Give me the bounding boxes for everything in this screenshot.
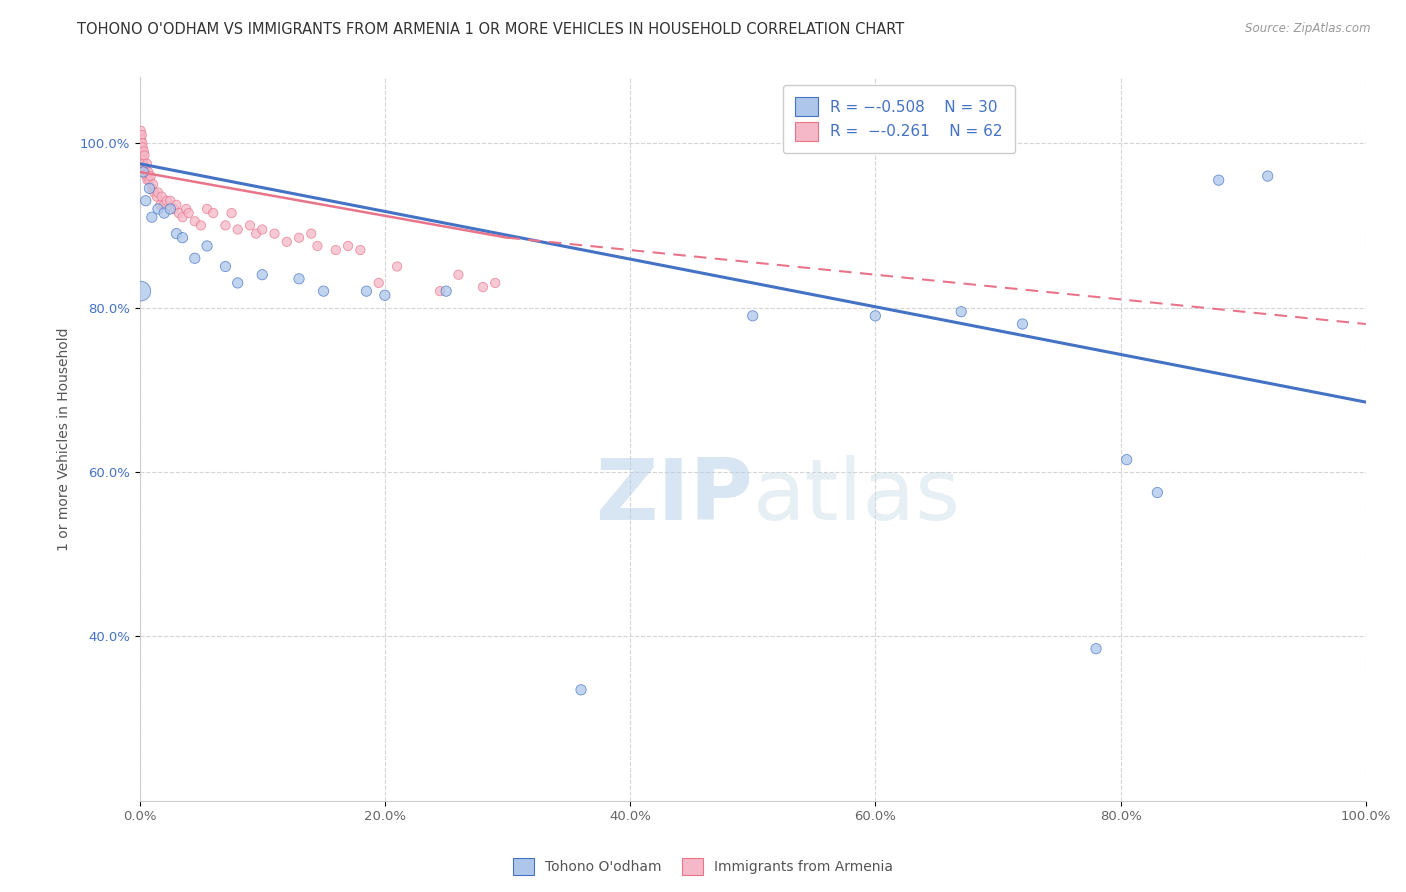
Y-axis label: 1 or more Vehicles in Household: 1 or more Vehicles in Household	[58, 327, 72, 551]
Point	[138, 181, 160, 195]
Point	[214, 219, 236, 233]
Point	[190, 219, 212, 233]
Point	[288, 231, 311, 245]
Point	[1115, 452, 1137, 467]
Point	[146, 189, 169, 203]
Point	[221, 206, 243, 220]
Point	[132, 157, 155, 171]
Point	[129, 140, 152, 154]
Point	[865, 309, 887, 323]
Point	[131, 136, 153, 151]
Text: Source: ZipAtlas.com: Source: ZipAtlas.com	[1246, 22, 1371, 36]
Point	[184, 252, 207, 266]
Point	[129, 132, 152, 146]
Text: atlas: atlas	[752, 456, 960, 539]
Point	[165, 227, 187, 241]
Point	[146, 202, 169, 216]
Point	[484, 276, 506, 290]
Point	[155, 194, 177, 208]
Legend: Tohono O'odham, Immigrants from Armenia: Tohono O'odham, Immigrants from Armenia	[508, 853, 898, 880]
Point	[177, 206, 200, 220]
Point	[135, 161, 157, 175]
Point	[132, 165, 155, 179]
Point	[307, 239, 329, 253]
Point	[569, 682, 592, 697]
Point	[163, 202, 186, 216]
Point	[950, 304, 973, 318]
Point	[356, 284, 378, 298]
Point	[252, 268, 274, 282]
Point	[134, 161, 156, 175]
Point	[136, 165, 159, 179]
Point	[1208, 173, 1230, 187]
Point	[385, 260, 408, 274]
Point	[153, 206, 176, 220]
Point	[135, 194, 157, 208]
Point	[129, 124, 152, 138]
Point	[138, 173, 160, 187]
Text: TOHONO O'ODHAM VS IMMIGRANTS FROM ARMENIA 1 OR MORE VEHICLES IN HOUSEHOLD CORREL: TOHONO O'ODHAM VS IMMIGRANTS FROM ARMENI…	[77, 22, 904, 37]
Point	[195, 239, 218, 253]
Point	[288, 272, 311, 286]
Point	[202, 206, 225, 220]
Point	[337, 239, 360, 253]
Point	[195, 202, 218, 216]
Point	[1257, 169, 1279, 183]
Point	[131, 140, 153, 154]
Point	[135, 169, 157, 183]
Point	[239, 219, 262, 233]
Point	[299, 227, 322, 241]
Point	[1011, 317, 1033, 331]
Point	[184, 214, 207, 228]
Point	[471, 280, 494, 294]
Point	[132, 153, 155, 167]
Point	[172, 231, 194, 245]
Point	[226, 276, 249, 290]
Point	[129, 284, 152, 298]
Point	[226, 222, 249, 236]
Text: ZIP: ZIP	[595, 456, 752, 539]
Point	[174, 202, 197, 216]
Point	[143, 186, 166, 200]
Point	[129, 128, 152, 142]
Point	[374, 288, 396, 302]
Point	[159, 202, 181, 216]
Point	[325, 243, 347, 257]
Point	[141, 181, 163, 195]
Point	[131, 148, 153, 162]
Point	[159, 194, 181, 208]
Point	[142, 178, 165, 192]
Point	[131, 145, 153, 159]
Point	[167, 206, 190, 220]
Point	[429, 284, 451, 298]
Point	[134, 165, 156, 179]
Point	[134, 148, 156, 162]
Point	[141, 210, 163, 224]
Point	[136, 173, 159, 187]
Point	[434, 284, 457, 298]
Point	[263, 227, 285, 241]
Point	[367, 276, 389, 290]
Point	[131, 128, 153, 142]
Point	[139, 169, 162, 183]
Point	[214, 260, 236, 274]
Point	[165, 198, 187, 212]
Point	[150, 189, 173, 203]
Point	[447, 268, 470, 282]
Point	[136, 157, 159, 171]
Point	[245, 227, 267, 241]
Legend: R = −-0.508    N = 30, R =  −-0.261    N = 62: R = −-0.508 N = 30, R = −-0.261 N = 62	[783, 85, 1015, 153]
Point	[349, 243, 371, 257]
Point	[146, 186, 169, 200]
Point	[312, 284, 335, 298]
Point	[1085, 641, 1108, 656]
Point	[132, 145, 155, 159]
Point	[741, 309, 763, 323]
Point	[252, 222, 274, 236]
Point	[149, 198, 172, 212]
Point	[172, 210, 194, 224]
Point	[153, 198, 176, 212]
Point	[276, 235, 298, 249]
Point	[1146, 485, 1168, 500]
